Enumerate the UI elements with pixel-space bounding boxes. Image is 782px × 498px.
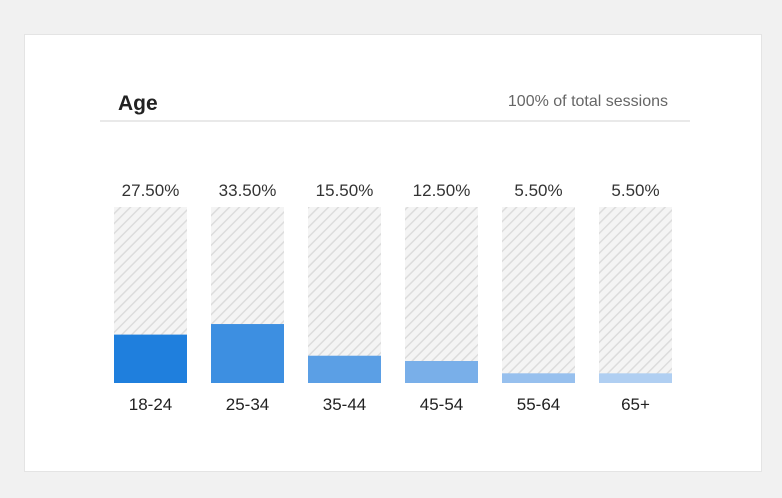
bar-track-65+ (599, 207, 672, 383)
bar-35-44[interactable] (308, 355, 381, 383)
value-label-45-54: 12.50% (413, 181, 471, 200)
value-label-25-34: 33.50% (219, 181, 277, 200)
card-title: Age (118, 92, 158, 115)
category-label-45-54: 45-54 (420, 395, 463, 414)
value-label-35-44: 15.50% (316, 181, 374, 200)
card-subtitle: 100% of total sessions (507, 93, 668, 110)
category-label-65+: 65+ (621, 395, 650, 414)
value-label-55-64: 5.50% (514, 181, 562, 200)
value-label-18-24: 27.50% (122, 181, 180, 200)
bar-track-35-44 (308, 207, 381, 383)
category-label-25-34: 25-34 (226, 395, 269, 414)
bar-18-24[interactable] (114, 334, 187, 383)
bar-55-64[interactable] (502, 373, 575, 383)
value-label-65+: 5.50% (611, 181, 659, 200)
bar-track-55-64 (502, 207, 575, 383)
bar-25-34[interactable] (211, 324, 284, 383)
category-label-35-44: 35-44 (323, 395, 366, 414)
category-label-18-24: 18-24 (129, 395, 172, 414)
bar-65+[interactable] (599, 373, 672, 383)
card-header: Age 100% of total sessions (100, 88, 690, 122)
category-label-55-64: 55-64 (517, 395, 560, 414)
bar-track-45-54 (405, 207, 478, 383)
bar-45-54[interactable] (405, 361, 478, 383)
